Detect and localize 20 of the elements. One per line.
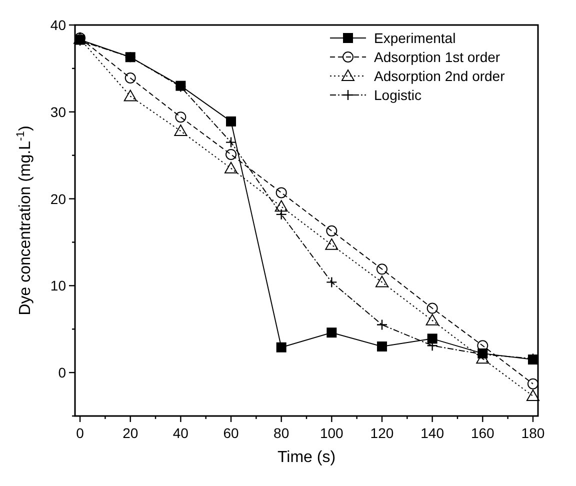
x-tick-label: 140 [420, 425, 444, 441]
legend-label: Logistic [374, 87, 422, 103]
x-tick-label: 160 [470, 425, 495, 441]
x-tick-label: 60 [223, 425, 240, 441]
x-tick-label: 180 [521, 425, 545, 441]
y-tick-label: 30 [50, 104, 66, 120]
x-tick-label: 100 [320, 425, 344, 441]
legend-label: Adsorption 1st order [374, 49, 500, 65]
x-tick-label: 0 [76, 425, 84, 441]
x-tick-label: 40 [172, 425, 189, 441]
x-tick-label: 80 [274, 425, 290, 441]
y-tick-label: 40 [50, 17, 66, 33]
legend-label: Experimental [374, 30, 456, 46]
y-tick-label: 20 [50, 190, 66, 207]
legend-label: Adsorption 2nd order [374, 68, 506, 84]
x-tick-label: 20 [122, 425, 138, 441]
x-tick-label: 120 [370, 425, 394, 441]
y-tick-label: 10 [50, 278, 66, 294]
y-tick-label: 0 [58, 364, 66, 381]
x-axis-title: Time (s) [277, 449, 336, 466]
